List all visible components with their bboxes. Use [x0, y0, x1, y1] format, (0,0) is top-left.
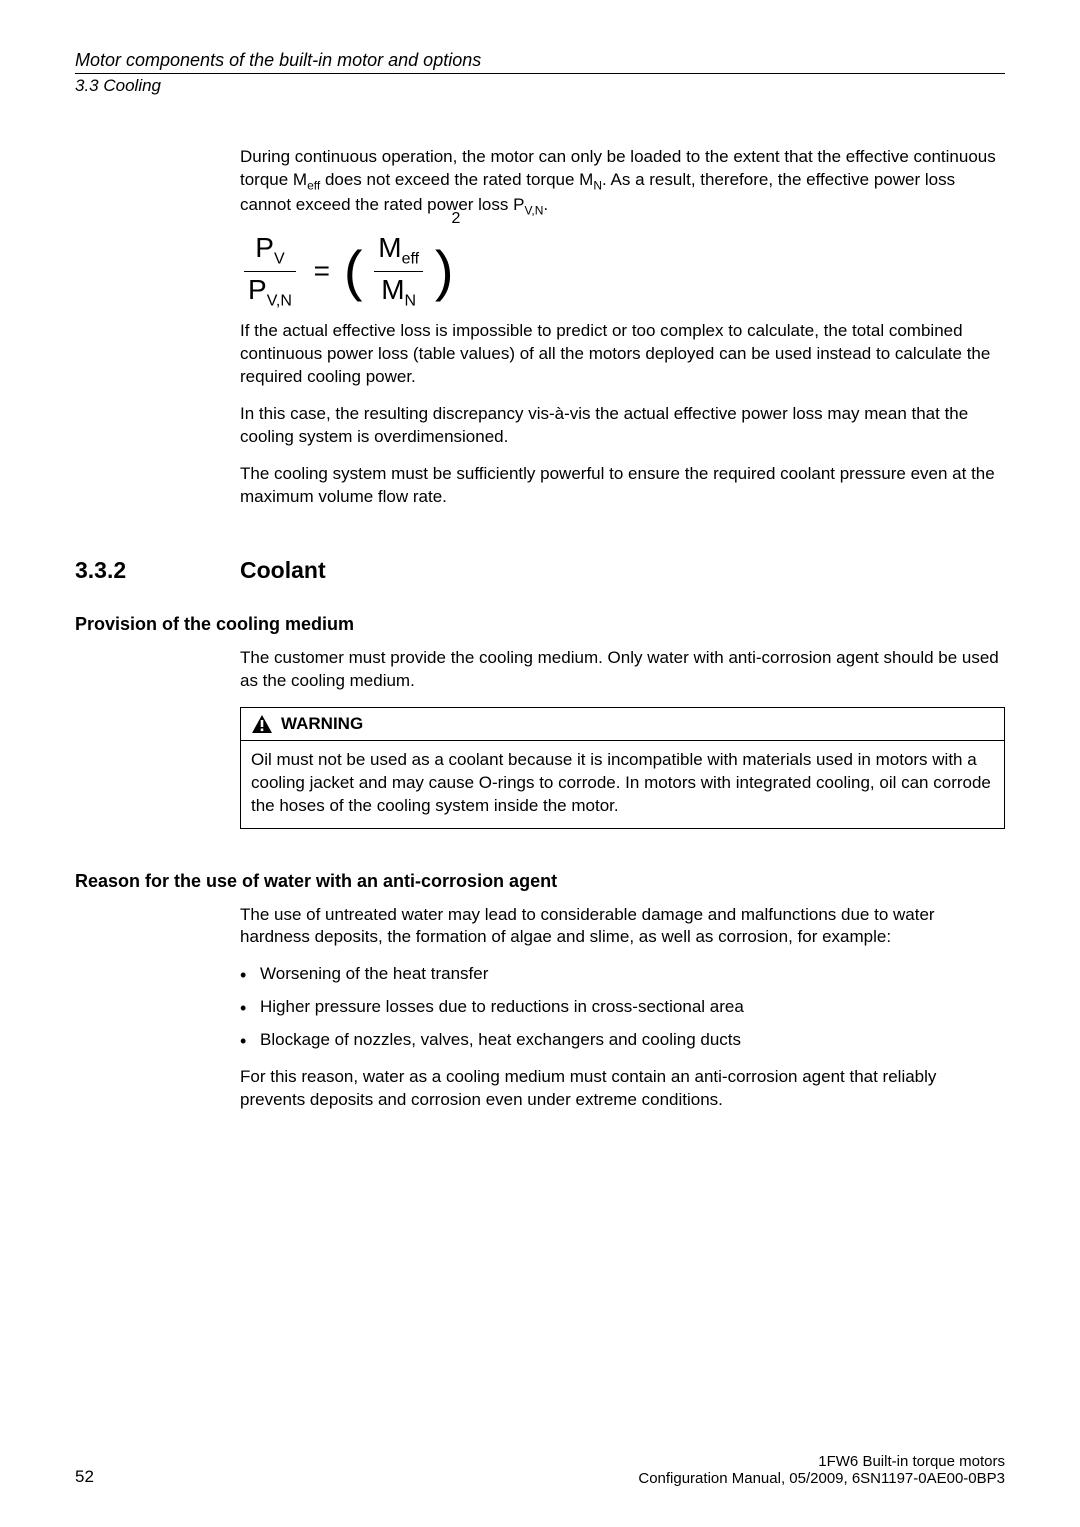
reason-heading: Reason for the use of water with an anti… — [75, 871, 1005, 892]
reason-p2: For this reason, water as a cooling medi… — [240, 1066, 1005, 1112]
doc-title: 1FW6 Built-in torque motors — [638, 1453, 1005, 1470]
page-footer: 52 1FW6 Built-in torque motors Configura… — [75, 1453, 1005, 1487]
chapter-title: Motor components of the built-in motor a… — [75, 50, 1005, 73]
warning-icon — [251, 714, 273, 734]
header-rule — [75, 73, 1005, 74]
section-number: 3.3.2 — [75, 557, 240, 584]
section-title: Coolant — [240, 557, 326, 584]
list-item: Blockage of nozzles, valves, heat exchan… — [240, 1029, 1005, 1052]
reason-block: The use of untreated water may lead to c… — [240, 904, 1005, 1113]
warning-label: WARNING — [281, 714, 363, 734]
footer-right: 1FW6 Built-in torque motors Configuratio… — [638, 1453, 1005, 1487]
reason-list: Worsening of the heat transfer Higher pr… — [240, 963, 1005, 1052]
section-heading: 3.3.2 Coolant — [75, 557, 1005, 584]
provision-p1: The customer must provide the cooling me… — [240, 647, 1005, 693]
reason-p1: The use of untreated water may lead to c… — [240, 904, 1005, 950]
intro-block: During continuous operation, the motor c… — [240, 146, 1005, 509]
warning-box: WARNING Oil must not be used as a coolan… — [240, 707, 1005, 829]
page-number: 52 — [75, 1467, 94, 1487]
doc-ref: Configuration Manual, 05/2009, 6SN1197-0… — [638, 1470, 1005, 1487]
warning-header: WARNING — [241, 708, 1004, 741]
intro-p4: The cooling system must be sufficiently … — [240, 463, 1005, 509]
list-item: Worsening of the heat transfer — [240, 963, 1005, 986]
intro-p3: In this case, the resulting discrepancy … — [240, 403, 1005, 449]
provision-block: The customer must provide the cooling me… — [240, 647, 1005, 829]
warning-body: Oil must not be used as a coolant becaus… — [241, 741, 1004, 828]
formula: PV PV,N = ( Meff MN )2 — [240, 232, 1005, 310]
intro-p1: During continuous operation, the motor c… — [240, 146, 1005, 218]
section-ref: 3.3 Cooling — [75, 76, 1005, 96]
list-item: Higher pressure losses due to reductions… — [240, 996, 1005, 1019]
intro-p2: If the actual effective loss is impossib… — [240, 320, 1005, 389]
provision-heading: Provision of the cooling medium — [75, 614, 1005, 635]
